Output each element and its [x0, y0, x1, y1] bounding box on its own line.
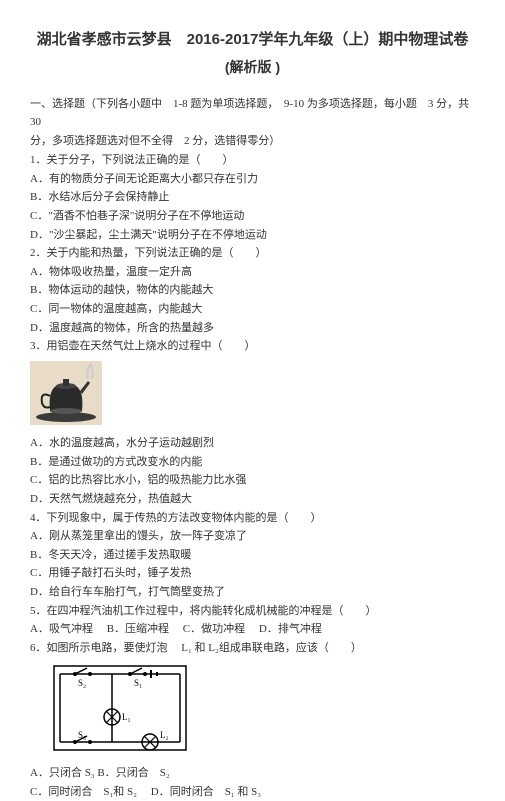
section-header: 一、选择题（下列各小题中 1-8 题为单项选择题， 9-10 为多项选择题，每小…: [30, 96, 475, 150]
q2-option-b: B．物体运动的越快，物体的内能越大: [30, 282, 475, 300]
q5-options: A．吸气冲程 B．压缩冲程 C．做功冲程 D．排气冲程: [30, 621, 475, 639]
q5-stem: 5．在四冲程汽油机工作过程中，将内能转化成机械能的冲程是（ ）: [30, 603, 475, 621]
q1-option-b: B．水结冰后分子会保持静止: [30, 189, 475, 207]
q6-options-row1: A．只闭合 S₃ B．只闭合 S₂: [30, 765, 475, 783]
q5-option-a: A．吸气冲程: [30, 621, 93, 639]
q4-option-d: D．给自行车车胎打气，打气筒壁变热了: [30, 584, 475, 602]
q6-options-row2: C．同时闭合 S₁和 S₂ D．同时闭合 S₁ 和 S₃: [30, 784, 475, 801]
q2-option-d: D．温度越高的物体，所含的热量越多: [30, 320, 475, 338]
q6-option-b: B．只闭合 S₂: [97, 765, 169, 783]
title-main: 湖北省孝感市云梦县 2016-2017学年九年级（上）期中物理试卷: [30, 28, 475, 52]
kettle-image: [30, 361, 102, 425]
q3-option-a: A．水的温度越高，水分子运动越剧烈: [30, 435, 475, 453]
q5-option-d: D．排气冲程: [259, 621, 322, 639]
q6-stem-a: 6．如图所示电路，要使灯泡: [30, 642, 168, 654]
q1-option-d: D．"沙尘暴起，尘土满天"说明分子在不停地运动: [30, 227, 475, 245]
q4-option-a: A．刚从蒸笼里拿出的馒头，放一阵子变凉了: [30, 528, 475, 546]
q2-stem: 2．关于内能和热量，下列说法正确的是（ ）: [30, 245, 475, 263]
label-l2: L₂: [160, 730, 169, 740]
q1-option-a: A．有的物质分子间无论距离大小都只存在引力: [30, 171, 475, 189]
q4-stem: 4．下列现象中，属于传热的方法改变物体内能的是（ ）: [30, 510, 475, 528]
q2-option-c: C．同一物体的温度越高，内能越大: [30, 301, 475, 319]
q1-option-c: C．"酒香不怕巷子深"说明分子在不停地运动: [30, 208, 475, 226]
q3-option-b: B．是通过做功的方式改变水的内能: [30, 454, 475, 472]
label-s2: S₂: [78, 678, 86, 688]
q4-option-c: C．用锤子敲打石头时，锤子发热: [30, 565, 475, 583]
q4-option-b: B．冬天天冷，通过搓手发热取暖: [30, 547, 475, 565]
q6-option-d: D．同时闭合 S₁ 和 S₃: [151, 784, 261, 801]
q5-option-b: B．压缩冲程: [107, 621, 169, 639]
circuit-diagram: S₁ S₂ L₁ S₃ L₂: [50, 662, 190, 754]
q1-stem: 1．关于分子，下列说法正确的是（ ）: [30, 152, 475, 170]
q6-stem-b: L₁ 和 L₂组成串联电路，应该（ ）: [181, 642, 362, 654]
label-s3: S₃: [78, 730, 86, 740]
title-sub: (解析版 ): [30, 56, 475, 78]
label-s1: S₁: [134, 678, 142, 688]
q3-option-c: C．铝的比热容比水小，铝的吸热能力比水强: [30, 472, 475, 490]
q6-stem: 6．如图所示电路，要使灯泡 L₁ 和 L₂组成串联电路，应该（ ）: [30, 640, 475, 658]
q6-option-c: C．同时闭合 S₁和 S₂: [30, 784, 137, 801]
section-header-line1: 一、选择题（下列各小题中 1-8 题为单项选择题， 9-10 为多项选择题，每小…: [30, 96, 475, 131]
q2-option-a: A．物体吸收热量，温度一定升高: [30, 264, 475, 282]
q3-stem: 3．用铝壶在天然气灶上烧水的过程中（ ）: [30, 338, 475, 356]
q5-option-c: C．做功冲程: [183, 621, 245, 639]
q3-option-d: D．天然气燃烧越充分，热值越大: [30, 491, 475, 509]
q6-option-a: A．只闭合 S₃: [30, 765, 95, 783]
section-header-line2: 分，多项选择题选对但不全得 2 分，选错得零分）: [30, 133, 475, 151]
